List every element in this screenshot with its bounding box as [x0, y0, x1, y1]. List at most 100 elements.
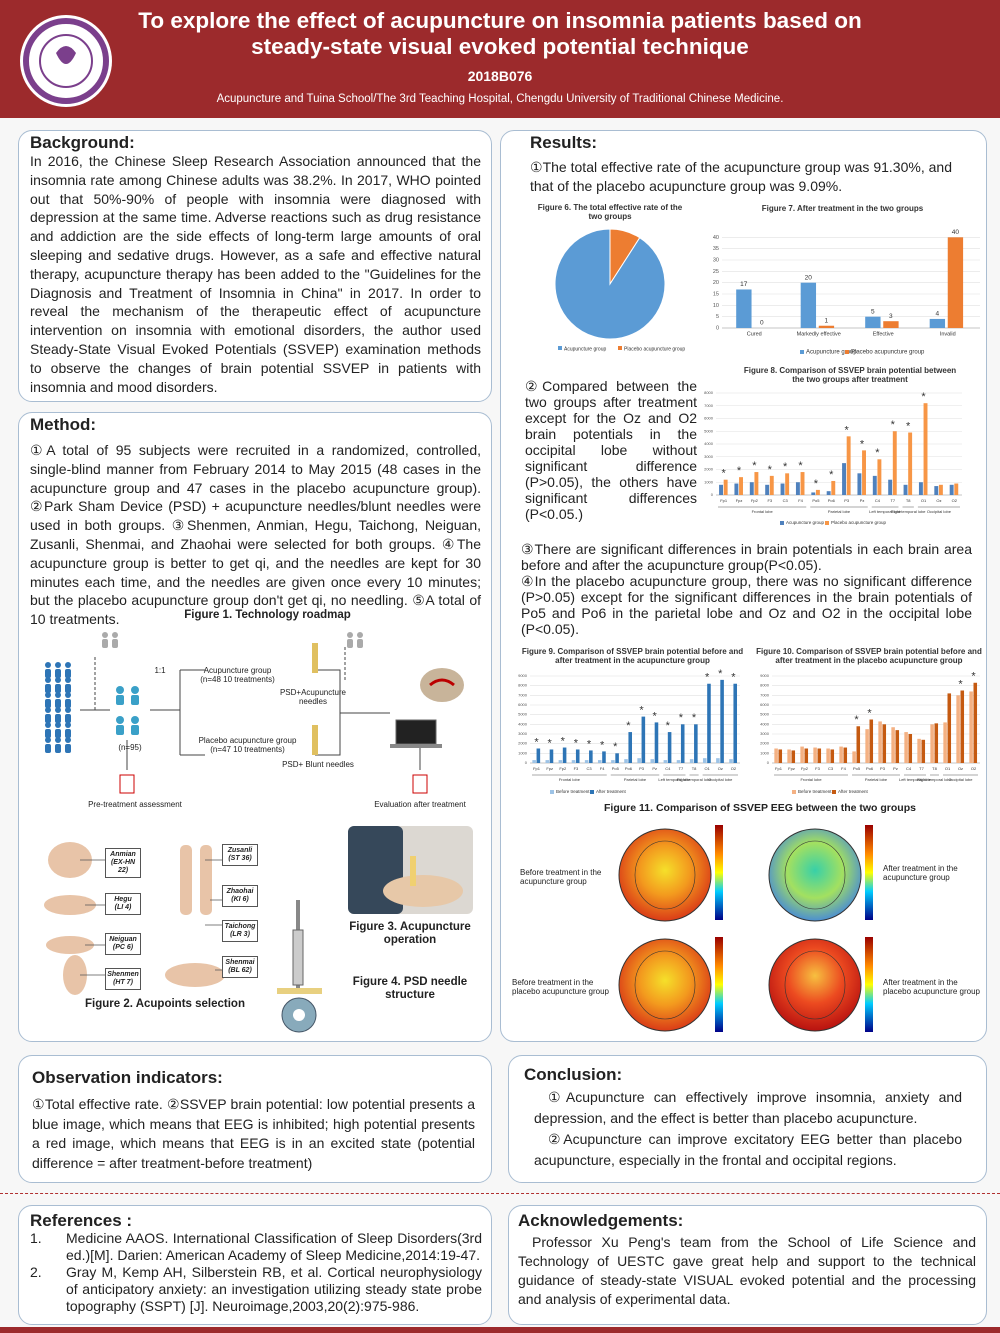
bar	[733, 683, 738, 763]
x-tick-label: Effective	[873, 331, 894, 337]
bar	[575, 749, 580, 763]
bar	[826, 491, 831, 495]
y-tick-label: 8000	[760, 683, 770, 688]
y-tick-label: 3000	[704, 454, 714, 459]
ref-number: 1.	[30, 1230, 42, 1246]
x-tick-label: C3	[828, 766, 834, 771]
significance-star: *	[722, 468, 727, 480]
region-label: Left temporal lobe	[899, 777, 932, 782]
paragraph: ①The total effective rate of the acupunc…	[530, 159, 952, 194]
paragraph: ③There are significant differences in br…	[521, 541, 972, 637]
significance-star: *	[845, 424, 850, 436]
text: ④In the placebo acupuncture group, there…	[521, 573, 972, 637]
x-tick-label: P3	[639, 766, 645, 771]
acupoint-code: (PC 6)	[112, 944, 134, 951]
y-tick-label: 7000	[760, 692, 770, 697]
bar	[949, 484, 954, 495]
bar	[904, 732, 908, 763]
significance-star: *	[639, 705, 644, 717]
significance-star: *	[692, 712, 697, 724]
significance-star: *	[731, 672, 736, 684]
bar	[765, 484, 770, 495]
y-tick-label: 8000	[704, 390, 714, 395]
bar	[739, 477, 743, 495]
acupoint-code: (BL 62)	[228, 967, 252, 974]
legend-label: Acupuncture group	[806, 350, 857, 356]
title: To explore the effect of acupuncture on …	[110, 8, 890, 60]
bar	[869, 719, 874, 763]
acupoint-box: Anmian (EX-HN 22)	[105, 848, 141, 878]
significance-star: *	[561, 735, 566, 747]
psd-needle-drawing	[277, 900, 322, 1033]
x-tick-label: F3	[574, 766, 579, 771]
bar	[878, 721, 882, 763]
acupoint-box: Hegu (LI 4)	[105, 893, 141, 915]
bar	[549, 749, 554, 763]
significance-star: *	[653, 710, 658, 722]
bar	[865, 729, 869, 763]
bar	[689, 759, 694, 763]
acknowledgements-panel	[508, 1205, 987, 1325]
acupoint-name: Zusanli	[227, 847, 253, 854]
bar	[830, 749, 835, 763]
legend-swatch	[825, 521, 829, 525]
significance-star: *	[752, 460, 757, 472]
acupoint-box: Taichong (LR 3)	[222, 920, 258, 942]
acupoint-code: (ST 36)	[228, 855, 252, 862]
bar	[934, 723, 939, 763]
x-tick-label: Fp2	[751, 498, 759, 503]
caption-line: operation	[383, 934, 437, 946]
region-label: Left temporal lobe	[658, 777, 691, 782]
diagram-label: (n=48 10 treatments)	[200, 675, 275, 684]
pie-chart: 9.09% 91.30%Acupuncture group Placebo acup…	[554, 228, 685, 352]
bar	[719, 484, 723, 495]
acupoint-name: Taichong	[224, 923, 256, 930]
acupoint-box: Zusanli (ST 36)	[222, 844, 258, 866]
bar	[736, 289, 752, 328]
figure-caption: Figure 4. PSD needle structure	[340, 976, 480, 1002]
header	[0, 0, 1000, 118]
heading: Background:	[30, 133, 135, 152]
significance-star: *	[768, 464, 773, 476]
x-tick-label: Oz	[958, 766, 963, 771]
x-tick-label: O2	[731, 766, 737, 771]
bar	[872, 475, 877, 495]
legend-label: Before treatment	[556, 789, 590, 794]
figure-caption: Figure 1. Technology roadmap	[184, 609, 351, 621]
x-tick-label: T8	[932, 766, 937, 771]
legend-label: Placebo acupuncture group	[831, 520, 887, 525]
heading: Results:	[530, 133, 598, 152]
y-tick-label: 2000	[760, 741, 770, 746]
heading: Conclusion:	[524, 1065, 623, 1084]
acupoint-box: Shenmai (BL 62)	[222, 956, 258, 978]
bar	[720, 679, 724, 763]
bar	[817, 748, 822, 763]
acupoint-box: Neiguan (PC 6)	[105, 933, 141, 955]
bar	[795, 482, 800, 495]
bar	[934, 486, 939, 495]
legend-label: Placebo acupuncture group	[624, 346, 685, 352]
paragraph: ②Compared between the two groups after t…	[525, 378, 697, 522]
bar	[800, 746, 804, 763]
x-tick-label: Fpz	[736, 498, 743, 503]
y-tick-label: 5000	[704, 428, 714, 433]
acupoint-name: Shenmen	[107, 971, 139, 978]
y-tick-label: 7000	[704, 403, 714, 408]
bar	[628, 732, 633, 763]
bar	[843, 747, 848, 763]
diagram-label: Pre-treatment assessment	[88, 800, 182, 809]
significance-star: *	[875, 447, 880, 459]
poster-code: 2018B076	[467, 68, 533, 84]
map-label: Before treatment in the acupuncture grou…	[520, 868, 602, 886]
y-tick-label: 3000	[760, 731, 770, 736]
significance-star: *	[587, 738, 592, 750]
diagram-label: PSD+ Blunt needles	[282, 760, 354, 769]
bar	[918, 482, 923, 495]
bar	[908, 734, 913, 763]
legend-swatch	[832, 790, 836, 794]
bar	[811, 492, 816, 495]
y-tick-label: 2000	[704, 467, 714, 472]
bar	[641, 716, 646, 763]
bar	[815, 489, 820, 495]
x-tick-label: Po6	[866, 766, 874, 771]
